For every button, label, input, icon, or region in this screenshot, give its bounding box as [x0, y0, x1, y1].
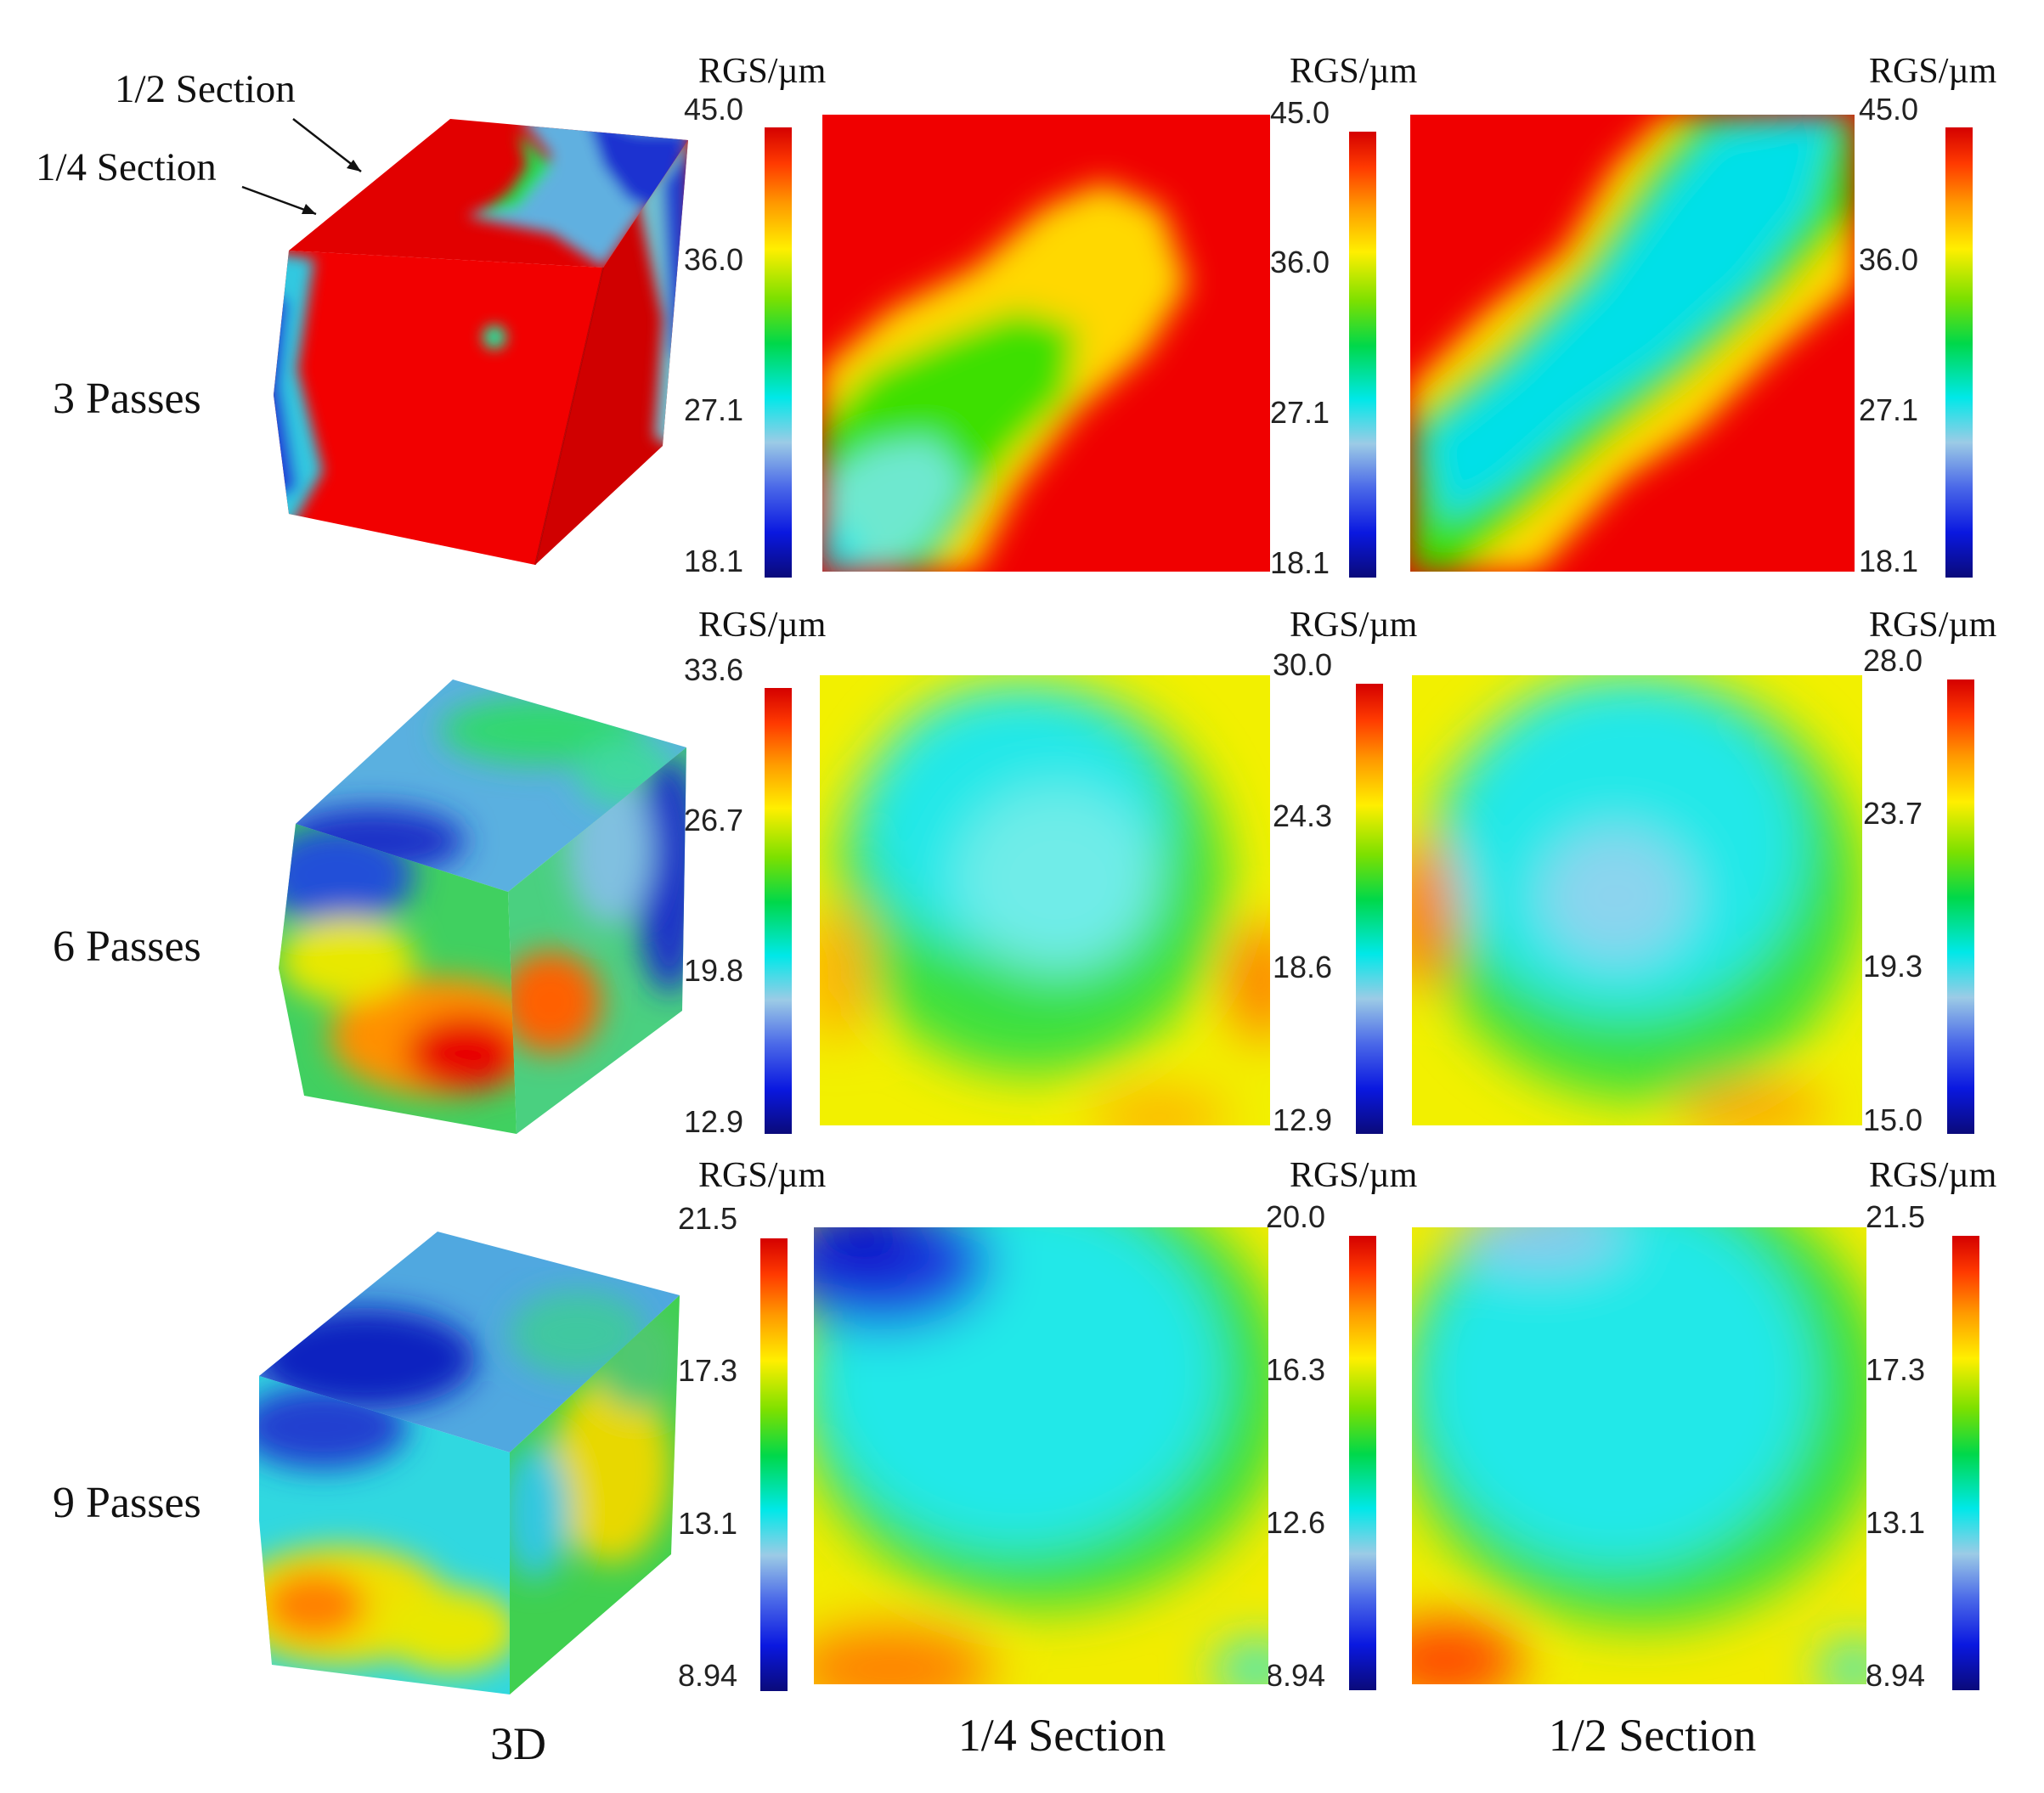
colorbar-tick-label: 30.0: [1273, 647, 1333, 682]
colorbar-tick-label: 18.6: [1273, 950, 1333, 984]
colorbar: [1356, 684, 1383, 1134]
colorbar-tick-label: 17.3: [1866, 1352, 1926, 1387]
column-label-3d: 3D: [490, 1718, 546, 1769]
column-label-half-section: 1/2 Section: [1548, 1710, 1757, 1761]
colorbar-tick-label: 19.3: [1863, 949, 1923, 984]
unit-label: RGS/µm: [1290, 606, 1418, 645]
colorbar-tick-label: 21.5: [1866, 1199, 1926, 1234]
colorbar: [1945, 127, 1973, 578]
grain-size-map-6-passes-quarter-section: [820, 675, 1270, 1125]
unit-label: RGS/µm: [698, 52, 827, 91]
unit-label: RGS/µm: [698, 1156, 827, 1195]
grain-size-map-9-passes-quarter-section: [814, 1227, 1268, 1684]
callout-arrows: [241, 118, 362, 216]
colorbar-tick-label: 23.7: [1863, 796, 1923, 831]
grain-size-map-3-passes-quarter-section: [822, 115, 1270, 572]
colorbar: [760, 1238, 788, 1691]
colorbar-tick-label: 36.0: [1859, 242, 1919, 277]
colorbar: [1952, 1236, 1979, 1690]
quarter-section-callout: 1/4 Section: [36, 145, 217, 189]
colorbar-tick-label: 18.1: [684, 544, 744, 578]
colorbar: [1947, 679, 1974, 1134]
colorbar-tick-label: 36.0: [684, 242, 744, 277]
grain-size-map-3-passes-half-section: [1410, 115, 1855, 572]
colorbar-tick-label: 27.1: [1270, 395, 1330, 430]
colorbar-tick-label: 12.9: [1273, 1102, 1333, 1137]
colorbar-tick-label: 36.0: [1270, 245, 1330, 279]
colorbar-tick-label: 18.1: [1859, 544, 1919, 578]
colorbar-tick-label: 8.94: [1266, 1658, 1326, 1693]
colorbar-tick-label: 18.1: [1270, 545, 1330, 580]
grain-size-map-9-passes-half-section: [1412, 1227, 1866, 1684]
colorbar-tick-label: 28.0: [1863, 643, 1923, 678]
colorbar-tick-label: 24.3: [1273, 798, 1333, 833]
colorbar-tick-label: 13.1: [1866, 1505, 1926, 1540]
row-label-6-passes: 6 Passes: [53, 922, 201, 971]
unit-label: RGS/µm: [1869, 606, 1997, 645]
colorbar-tick-label: 20.0: [1266, 1199, 1326, 1234]
colorbar-tick-label: 8.94: [1866, 1658, 1926, 1693]
colorbar-tick-label: 33.6: [684, 652, 744, 687]
colorbar-tick-label: 16.3: [1266, 1352, 1326, 1387]
row-label-3-passes: 3 Passes: [53, 375, 201, 423]
colorbar-tick-label: 8.94: [678, 1658, 738, 1693]
colorbar-tick-label: 45.0: [684, 92, 744, 127]
unit-label: RGS/µm: [1869, 52, 1997, 91]
colorbar-tick-label: 45.0: [1270, 95, 1330, 130]
row-label-9-passes: 9 Passes: [53, 1479, 201, 1527]
colorbar-tick-label: 17.3: [678, 1353, 738, 1388]
unit-label: RGS/µm: [1869, 1156, 1997, 1195]
unit-label: RGS/µm: [1290, 52, 1418, 91]
colorbar: [1349, 1236, 1376, 1690]
colorbar-tick-label: 15.0: [1863, 1102, 1923, 1137]
unit-label: RGS/µm: [1290, 1156, 1418, 1195]
colorbar-tick-label: 19.8: [684, 953, 744, 988]
grain-size-map-6-passes-half-section: [1412, 675, 1862, 1125]
colorbar-tick-label: 12.6: [1266, 1505, 1326, 1540]
colorbar: [765, 688, 792, 1134]
colorbar-tick-label: 12.9: [684, 1104, 744, 1139]
colorbar-tick-label: 26.7: [684, 803, 744, 837]
colorbar-tick-label: 27.1: [1859, 392, 1919, 427]
colorbar: [765, 127, 792, 578]
colorbar-tick-label: 27.1: [684, 392, 744, 427]
colorbar-tick-label: 45.0: [1859, 92, 1919, 127]
colorbar: [1349, 132, 1376, 578]
grain-size-cube-6-passes: [270, 679, 686, 1134]
colorbar-tick-label: 21.5: [678, 1201, 738, 1236]
column-label-quarter-section: 1/4 Section: [957, 1710, 1166, 1761]
grain-size-cube-3-passes: [263, 115, 688, 565]
half-section-callout: 1/2 Section: [115, 67, 296, 111]
unit-label: RGS/µm: [698, 606, 827, 645]
colorbar-tick-label: 13.1: [678, 1506, 738, 1541]
grain-size-cube-9-passes: [255, 1232, 680, 1694]
